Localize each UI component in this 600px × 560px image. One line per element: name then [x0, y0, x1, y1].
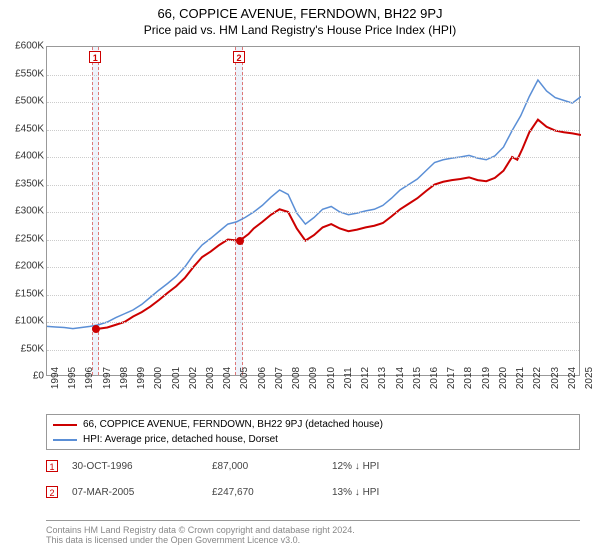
y-tick-label: £350K: [15, 178, 44, 189]
x-tick-label: 2018: [463, 367, 474, 389]
x-tick-label: 2017: [446, 367, 457, 389]
legend-label: HPI: Average price, detached house, Dors…: [83, 434, 278, 445]
x-tick-label: 2011: [343, 367, 354, 389]
x-tick-label: 2021: [515, 367, 526, 389]
y-tick-label: £600K: [15, 41, 44, 52]
x-tick-label: 2004: [222, 367, 233, 389]
sale-price: £247,670: [212, 487, 332, 498]
legend-item-property: 66, COPPICE AVENUE, FERNDOWN, BH22 9PJ (…: [53, 417, 573, 432]
x-tick-label: 2019: [481, 367, 492, 389]
y-tick-label: £50K: [21, 343, 44, 354]
x-tick-label: 2013: [377, 367, 388, 389]
plot-area: 12: [46, 46, 580, 376]
x-tick-label: 2016: [429, 367, 440, 389]
series-property: [96, 120, 581, 330]
x-tick-label: 2002: [188, 367, 199, 389]
series-hpi: [47, 80, 581, 329]
x-tick-label: 2010: [326, 367, 337, 389]
gridline: [47, 295, 579, 296]
gridline: [47, 267, 579, 268]
event-badge: 1: [89, 51, 101, 63]
legend-label: 66, COPPICE AVENUE, FERNDOWN, BH22 9PJ (…: [83, 419, 383, 430]
x-tick-label: 2020: [498, 367, 509, 389]
gridline: [47, 102, 579, 103]
x-tick-label: 2022: [532, 367, 543, 389]
gridline: [47, 212, 579, 213]
sale-price: £87,000: [212, 461, 332, 472]
x-tick-label: 1996: [84, 367, 95, 389]
x-tick-label: 1995: [67, 367, 78, 389]
x-tick-label: 1999: [136, 367, 147, 389]
x-tick-label: 2001: [171, 367, 182, 389]
x-tick-label: 2015: [412, 367, 423, 389]
footer-line-2: This data is licensed under the Open Gov…: [46, 535, 580, 545]
legend-swatch: [53, 439, 77, 441]
y-tick-label: £400K: [15, 151, 44, 162]
gridline: [47, 130, 579, 131]
sale-row-1: 1 30-OCT-1996 £87,000 12% ↓ HPI: [46, 460, 580, 472]
sale-badge: 1: [46, 460, 58, 472]
chart-title: 66, COPPICE AVENUE, FERNDOWN, BH22 9PJ: [0, 0, 600, 21]
chart-subtitle: Price paid vs. HM Land Registry's House …: [0, 21, 600, 41]
legend-swatch: [53, 424, 77, 426]
chart-container: 66, COPPICE AVENUE, FERNDOWN, BH22 9PJ P…: [0, 0, 600, 560]
gridline: [47, 350, 579, 351]
sale-date: 30-OCT-1996: [72, 461, 212, 472]
sale-date: 07-MAR-2005: [72, 487, 212, 498]
x-tick-label: 2000: [153, 367, 164, 389]
sale-row-2: 2 07-MAR-2005 £247,670 13% ↓ HPI: [46, 486, 580, 498]
y-tick-label: £150K: [15, 288, 44, 299]
sale-delta: 13% ↓ HPI: [332, 487, 379, 498]
legend-item-hpi: HPI: Average price, detached house, Dors…: [53, 432, 573, 447]
y-tick-label: £300K: [15, 206, 44, 217]
x-tick-label: 1994: [50, 367, 61, 389]
sale-delta: 12% ↓ HPI: [332, 461, 379, 472]
sale-marker: [236, 237, 244, 245]
event-badge: 2: [233, 51, 245, 63]
x-tick-label: 1997: [102, 367, 113, 389]
y-tick-label: £250K: [15, 233, 44, 244]
x-tick-label: 2024: [567, 367, 578, 389]
y-tick-label: £500K: [15, 96, 44, 107]
footer-line-1: Contains HM Land Registry data © Crown c…: [46, 525, 580, 535]
gridline: [47, 75, 579, 76]
footer: Contains HM Land Registry data © Crown c…: [46, 520, 580, 545]
legend: 66, COPPICE AVENUE, FERNDOWN, BH22 9PJ (…: [46, 414, 580, 450]
x-tick-label: 2003: [205, 367, 216, 389]
gridline: [47, 185, 579, 186]
y-tick-label: £0: [33, 371, 44, 382]
x-tick-label: 2006: [257, 367, 268, 389]
y-tick-label: £200K: [15, 261, 44, 272]
x-tick-label: 2023: [550, 367, 561, 389]
x-tick-label: 2025: [584, 367, 595, 389]
x-tick-label: 2009: [308, 367, 319, 389]
sale-badge: 2: [46, 486, 58, 498]
gridline: [47, 322, 579, 323]
y-tick-label: £100K: [15, 316, 44, 327]
x-tick-label: 1998: [119, 367, 130, 389]
x-tick-label: 2008: [291, 367, 302, 389]
gridline: [47, 240, 579, 241]
x-tick-label: 2014: [395, 367, 406, 389]
x-tick-label: 2012: [360, 367, 371, 389]
x-tick-label: 2005: [239, 367, 250, 389]
x-tick-label: 2007: [274, 367, 285, 389]
gridline: [47, 157, 579, 158]
y-tick-label: £450K: [15, 123, 44, 134]
y-tick-label: £550K: [15, 68, 44, 79]
sale-marker: [92, 325, 100, 333]
